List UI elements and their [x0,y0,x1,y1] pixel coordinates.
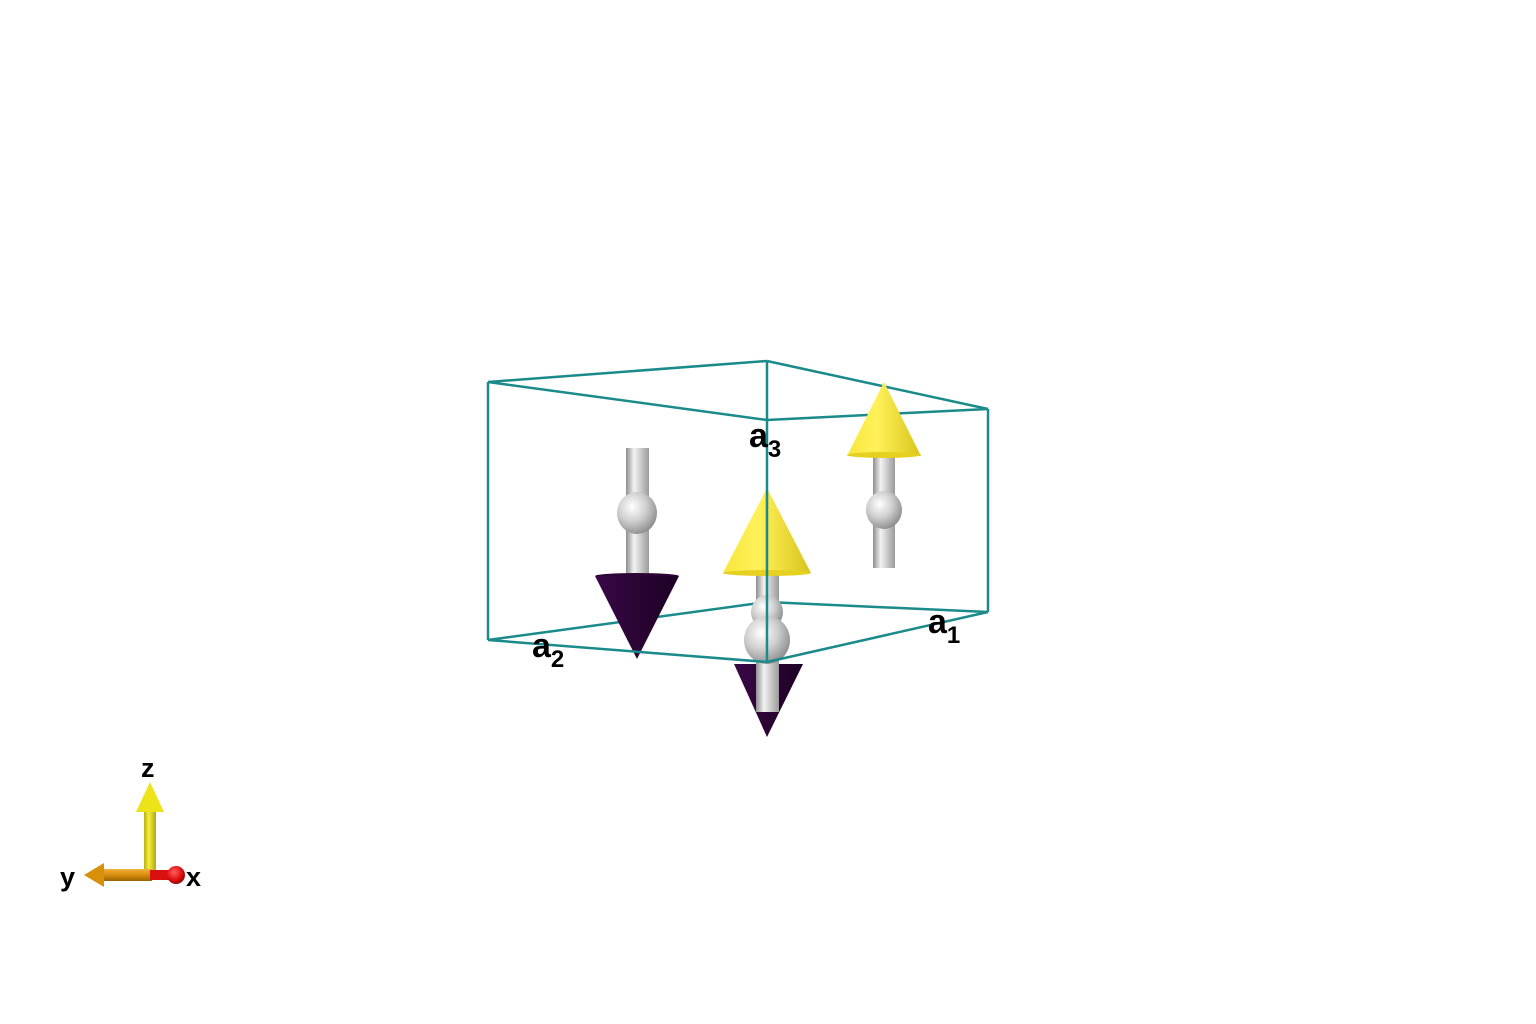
axis-label-x: x [186,862,201,892]
y-axis-arrowhead [84,863,104,887]
unit-cell-front [487,420,989,664]
cell-edge [766,600,989,614]
cell-edge [766,610,989,664]
atom-sphere [866,491,902,529]
spin-down-arrow [595,448,679,659]
label-a1: a1 [928,603,960,649]
z-axis-shaft [144,810,156,874]
label-a2: a2 [532,627,564,673]
z-axis-arrowhead [136,782,164,812]
label-a3: a3 [749,417,781,463]
spin-up-arrow [847,382,921,568]
cell-edge [766,359,989,411]
spin-up-cone [847,382,921,456]
y-axis-shaft [100,869,152,881]
x-axis-arrowhead [167,866,185,884]
axes-indicator: z y x [60,753,201,892]
axis-label-z: z [141,753,155,783]
spin-down-cone [595,576,679,659]
axis-label-y: y [60,862,75,892]
cell-edge [487,359,768,384]
atom-sphere [617,492,657,534]
cell-edge [487,638,768,664]
lattice-vector-labels: a1 a2 a3 [532,417,960,673]
x-axis-shaft [150,870,172,880]
unit-cell [486,359,990,642]
cell-edge [487,380,768,422]
